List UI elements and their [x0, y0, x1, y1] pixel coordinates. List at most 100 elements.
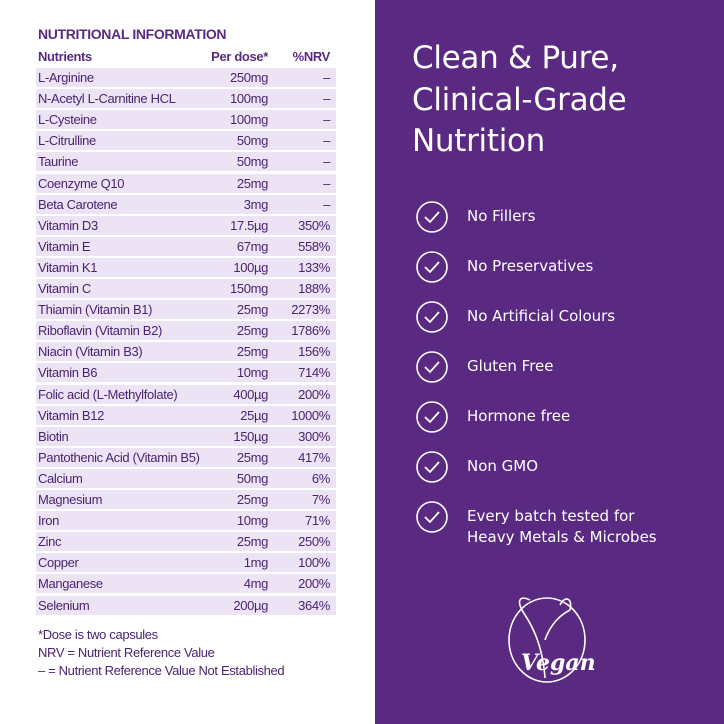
- table-row: [36, 468, 336, 488]
- table-cell: 100mg: [230, 91, 268, 107]
- table-cell: Coenzyme Q10: [38, 175, 125, 191]
- table-cell: 133%: [298, 259, 330, 275]
- table-cell: 100µg: [233, 259, 268, 275]
- footnote: NRV = Nutrient Reference Value: [38, 645, 215, 660]
- table-row: [36, 363, 336, 383]
- table-cell: 71%: [305, 513, 330, 529]
- table-cell: Beta Carotene: [38, 196, 118, 212]
- table-cell: Taurine: [38, 154, 79, 170]
- table-title: NUTRITIONAL INFORMATION: [38, 26, 227, 42]
- table-cell: 10mg: [236, 513, 268, 529]
- vegan-icon: [508, 597, 586, 683]
- table-panel: NUTRITIONAL INFORMATION Nutrients Per dos…: [36, 26, 336, 678]
- table-cell: 1000%: [291, 407, 330, 423]
- feature-text: Heavy Metals & Microbes: [467, 528, 657, 546]
- table-cell: 25mg: [236, 344, 268, 360]
- check-icon: [416, 301, 448, 333]
- table-cell: –: [323, 175, 330, 191]
- table-row: [36, 405, 336, 425]
- table-cell: Copper: [38, 555, 79, 571]
- table-cell: L-Arginine: [38, 70, 94, 85]
- table-cell: 25mg: [236, 534, 268, 550]
- table-cell: 300%: [298, 428, 330, 444]
- check-icon: [416, 201, 448, 233]
- table-cell: Selenium: [38, 597, 90, 613]
- table-cell: N-Acetyl L-Carnitine HCL: [38, 91, 176, 107]
- table-cell: Vitamin E: [38, 238, 91, 254]
- feature-text: Every batch tested for: [467, 507, 635, 525]
- table-cell: Biotin: [38, 428, 69, 444]
- feature-text: No Artificial Colours: [467, 307, 616, 325]
- headline: Clean & Pure,: [412, 40, 619, 76]
- feature-text: Gluten Free: [467, 357, 554, 375]
- headline: Nutrition: [412, 123, 546, 159]
- table-cell: 17.5µg: [230, 217, 268, 233]
- table-cell: Niacin (Vitamin B3): [38, 344, 143, 360]
- column-header: %NRV: [292, 49, 331, 64]
- table-cell: 2273%: [291, 302, 330, 318]
- table-row: [36, 342, 336, 362]
- feature-text: Hormone free: [467, 407, 571, 425]
- footnote: – = Nutrient Reference Value Not Establi…: [38, 663, 285, 678]
- table-row: [36, 89, 336, 109]
- table-cell: –: [323, 112, 330, 128]
- table-cell: 558%: [298, 238, 330, 254]
- table-cell: Riboflavin (Vitamin B2): [38, 323, 162, 339]
- headline: Clinical-Grade: [412, 81, 627, 118]
- table-cell: Magnesium: [38, 492, 103, 507]
- table-cell: 364%: [298, 597, 330, 613]
- table-row: [36, 553, 336, 573]
- table-cell: 1786%: [291, 323, 330, 339]
- table-cell: –: [323, 70, 330, 85]
- table-cell: 50mg: [236, 133, 268, 149]
- table-cell: 25mg: [236, 175, 268, 191]
- check-icon: [416, 501, 448, 533]
- table-cell: 25mg: [236, 449, 268, 465]
- table-cell: 150µg: [233, 428, 268, 444]
- table-cell: 200%: [298, 386, 330, 402]
- table-cell: Zinc: [38, 534, 62, 550]
- table-row: [36, 384, 336, 404]
- table-row: [36, 215, 336, 235]
- table-cell: 400µg: [233, 386, 268, 402]
- table-row: [36, 279, 336, 298]
- check-icon: [416, 401, 448, 433]
- table-cell: 3mg: [243, 196, 269, 212]
- table-cell: 714%: [298, 365, 330, 381]
- table-cell: L-Citrulline: [38, 133, 96, 149]
- decor: [416, 201, 586, 683]
- table-cell: 25µg: [240, 407, 268, 423]
- table-cell: Vitamin D3: [38, 217, 98, 233]
- table-cell: 100%: [298, 555, 330, 571]
- check-icon: [416, 251, 448, 283]
- check-icon: [416, 351, 448, 383]
- table-cell: 50mg: [236, 470, 268, 486]
- table-cell: 200µg: [233, 597, 268, 613]
- table-cell: Thiamin (Vitamin B1): [38, 302, 153, 318]
- table-cell: 6%: [311, 470, 330, 486]
- table-row: [36, 595, 336, 615]
- table-row: [36, 173, 336, 193]
- table-cell: 7%: [311, 492, 330, 507]
- table-cell: 200%: [298, 576, 330, 592]
- table-row: [36, 447, 336, 467]
- table-cell: 50mg: [236, 154, 268, 170]
- table-row: [36, 574, 336, 594]
- table-cell: 250mg: [230, 70, 268, 85]
- table-cell: –: [323, 133, 330, 149]
- table-row: [36, 532, 336, 552]
- footnote: *Dose is two capsules: [38, 627, 158, 642]
- table-row: [36, 68, 336, 87]
- table-cell: 156%: [298, 344, 330, 360]
- column-header: Per dose*: [211, 49, 268, 64]
- table-cell: 4mg: [243, 576, 269, 592]
- table-cell: 100mg: [230, 112, 268, 128]
- check-icon: [416, 451, 448, 483]
- table-cell: Calcium: [38, 470, 83, 486]
- table-row: [36, 490, 336, 509]
- table-cell: Iron: [38, 513, 60, 529]
- table-cell: 150mg: [230, 281, 268, 296]
- table-cell: –: [323, 196, 330, 212]
- table-cell: Folic acid (L-Methylfolate): [38, 386, 178, 402]
